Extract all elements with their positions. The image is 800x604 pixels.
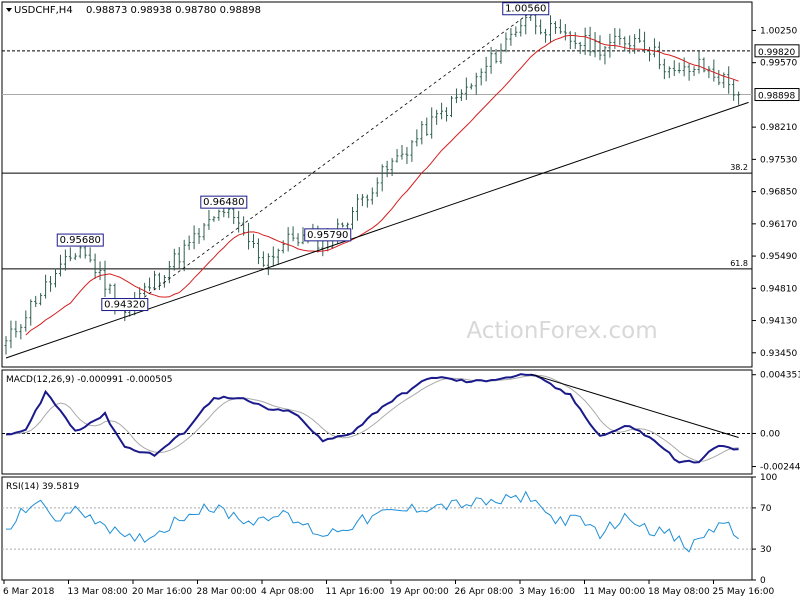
annotation-box — [502, 2, 550, 16]
price-tick-label: 0.96170 — [760, 220, 797, 230]
macd-tick-label: -0.002448 — [760, 463, 800, 473]
watermark: ActionForex.com — [466, 318, 657, 344]
price-tick-label: 1.00250 — [760, 26, 797, 36]
annotation-box — [304, 228, 352, 242]
date-tick-label: 19 Apr 00:00 — [390, 587, 449, 597]
price-label-text: 0.99820 — [758, 48, 795, 58]
annotation-label: 0.95680 — [60, 235, 101, 246]
date-tick-label: 4 Apr 08:00 — [261, 587, 314, 597]
price-panel-frame — [1, 1, 753, 368]
rsi-tick-label: 70 — [760, 504, 772, 514]
date-tick-label: 6 Mar 2018 — [3, 587, 55, 597]
macd-panel: 0.004351 0.00 -0.002448 — [2, 371, 800, 473]
date-tick-label: 11 May 00:00 — [584, 587, 646, 597]
macd-line — [5, 373, 739, 464]
annotation-box — [101, 298, 149, 312]
macd-panel-frame — [1, 369, 753, 475]
annotation-label: 0.96480 — [203, 197, 244, 208]
annotation-label: 1.00560 — [505, 4, 546, 15]
price-tick-label: 0.98210 — [760, 123, 797, 133]
rsi-label: RSI(14) 39.5819 — [6, 482, 79, 492]
rsi-line — [5, 490, 739, 553]
fib-level-label: 38.2 — [730, 163, 748, 172]
price-levels: 38.2 61.8 — [2, 50, 752, 270]
date-tick-label: 3 May 16:00 — [519, 587, 575, 597]
macd-tick-label: 0.004351 — [760, 371, 800, 381]
price-label-box — [754, 88, 800, 102]
date-tick-label: 18 May 08:00 — [648, 587, 710, 597]
date-tick-label: 25 May 16:00 — [713, 587, 775, 597]
price-tick-label: 0.96850 — [760, 188, 797, 198]
candlesticks — [4, 5, 741, 355]
annotation-box — [56, 233, 104, 247]
price-tick-label: 0.95490 — [760, 252, 797, 262]
symbol-label: USDCHF,H4 — [14, 5, 73, 16]
rsi-tick-label: 100 — [760, 473, 777, 483]
price-tick-label: 0.97530 — [760, 155, 797, 165]
price-annotations: 1.00560 0.96480 0.95680 0.94320 0.95790 — [56, 2, 550, 312]
macd-tick-label: 0.00 — [760, 429, 780, 439]
moving-average — [25, 34, 739, 336]
fib-level-label: 61.8 — [730, 259, 748, 268]
price-tick-label: 0.94130 — [760, 317, 797, 327]
rsi-tick-label: 0 — [760, 576, 766, 586]
price-label-text: 0.98898 — [758, 92, 795, 102]
rsi-panel: 100 70 30 0 — [2, 473, 777, 586]
date-axis: 6 Mar 2018 13 Mar 08:00 20 Mar 16:00 28 Mar… — [3, 580, 774, 597]
price-label-box — [754, 44, 800, 58]
price-tick-label: 0.99570 — [760, 59, 797, 69]
price-axis: 1.00250 0.99570 0.98210 0.97530 0.96850 0.961… — [752, 26, 800, 359]
trendlines — [5, 8, 749, 359]
rsi-panel-frame — [1, 476, 753, 581]
date-tick-label: 28 Mar 00:00 — [197, 587, 257, 597]
ohlc-values: 0.98873 0.98938 0.98780 0.98898 — [86, 5, 261, 16]
price-tick-label: 0.94810 — [760, 284, 797, 294]
date-tick-label: 26 Apr 08:00 — [455, 587, 514, 597]
macd-label: MACD(12,26,9) -0.000991 -0.000505 — [6, 375, 172, 385]
moving-average-line — [25, 34, 739, 336]
trendline — [124, 8, 536, 312]
trendline — [5, 101, 749, 359]
date-tick-label: 11 Apr 16:00 — [326, 587, 385, 597]
date-tick-label: 13 Mar 08:00 — [68, 587, 128, 597]
rsi-tick-label: 30 — [760, 545, 772, 555]
annotation-box — [200, 195, 248, 209]
macd-trendline — [530, 373, 739, 439]
annotation-label: 0.95790 — [307, 230, 348, 241]
symbol-dropdown-icon[interactable] — [6, 8, 12, 12]
date-tick-label: 20 Mar 16:00 — [132, 587, 192, 597]
annotation-label: 0.94320 — [104, 300, 145, 311]
macd-signal-line — [5, 374, 739, 462]
price-tick-label: 0.93450 — [760, 349, 797, 359]
